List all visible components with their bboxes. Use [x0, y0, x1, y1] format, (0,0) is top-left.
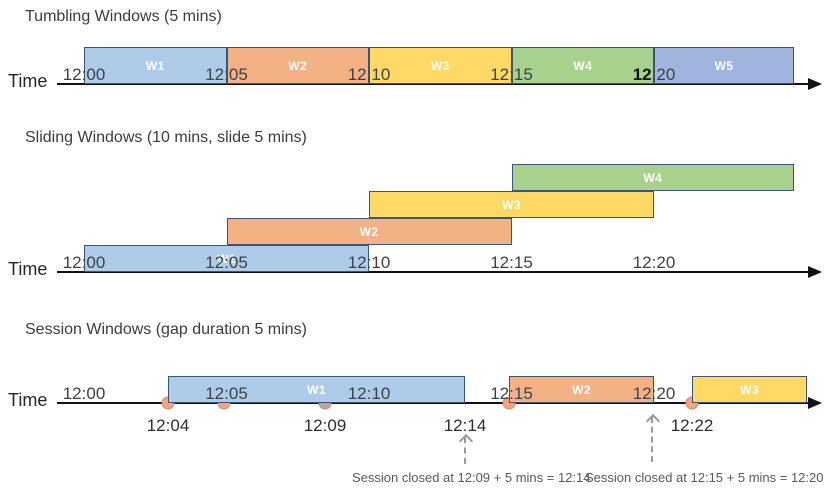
- window-label: W4: [643, 170, 663, 185]
- session-closed-callout-arrow: [458, 433, 474, 464]
- window-label: W2: [572, 382, 591, 397]
- window-box-w4: W4: [511, 47, 654, 84]
- window-box-w3: W3: [369, 47, 512, 84]
- timeline-arrowhead-icon: [808, 78, 822, 90]
- window-box-w2: W2: [226, 218, 512, 245]
- window-box-w1: W1: [84, 47, 227, 84]
- event-time-label: 12:09: [303, 416, 347, 435]
- timeline-axis: [57, 83, 808, 85]
- session-closed-note: Session closed at 12:09 + 5 mins = 12:14: [352, 470, 591, 485]
- tick-label: 12:20: [632, 65, 676, 84]
- tick-label: 12:00: [62, 65, 106, 84]
- window-label: W1: [307, 382, 326, 397]
- session-closed-note: Session closed at 12:15 + 5 mins = 12:20: [585, 470, 824, 485]
- window-box-w2: W2: [226, 47, 369, 84]
- tumbling-windows-title: Tumbling Windows (5 mins): [25, 8, 222, 25]
- tick-label: 12:10: [347, 65, 391, 84]
- timeline-arrowhead-icon: [808, 266, 822, 278]
- timeline-arrowhead-icon: [808, 397, 822, 409]
- tick-label: 12:20: [632, 253, 676, 272]
- time-axis-label-tumbling: Time: [8, 71, 48, 91]
- tick-label: 12:05: [205, 253, 248, 272]
- time-axis-label-session: Time: [8, 390, 48, 410]
- window-label: W3: [502, 197, 521, 212]
- tick-label: 12:05: [205, 65, 248, 84]
- window-label: W1: [217, 251, 236, 266]
- window-label: W4: [573, 58, 593, 73]
- window-label: W5: [714, 58, 734, 73]
- timeline-axis: [57, 271, 808, 273]
- window-box-w3: W3: [692, 376, 807, 403]
- window-label: W3: [430, 58, 450, 73]
- event-time-label: 12:14: [443, 416, 487, 435]
- window-box-w1: W1: [168, 376, 465, 403]
- tick-label: 12:15: [490, 253, 533, 272]
- session-windows-title: Session Windows (gap duration 5 mins): [25, 321, 307, 338]
- tick-label: 12:10: [347, 384, 391, 403]
- sliding-windows-title: Sliding Windows (10 mins, slide 5 mins): [25, 129, 307, 146]
- up-arrowhead-icon: [458, 433, 474, 449]
- tick-label: 12:10: [347, 253, 391, 272]
- window-box-w2: W2: [509, 376, 654, 403]
- window-box-w3: W3: [369, 191, 654, 218]
- tick-label: 12:20: [632, 384, 676, 403]
- tick-label: 12:05: [205, 384, 248, 403]
- time-axis-label-sliding: Time: [8, 259, 48, 279]
- event-time-label: 12:04: [146, 416, 190, 435]
- timeline-axis: [57, 402, 808, 404]
- tick-label: 12:00: [62, 253, 106, 272]
- window-box-w1: W1: [84, 245, 369, 272]
- window-box-w5: W5: [654, 47, 794, 84]
- tick-label: 12:15: [490, 65, 533, 84]
- window-label: W2: [359, 224, 379, 239]
- window-label: W3: [740, 382, 759, 397]
- tick-label: 12:15: [490, 384, 533, 403]
- event-time-label: 12:22: [670, 416, 714, 435]
- tick-label: 12:00: [62, 384, 106, 403]
- window-label: W2: [288, 58, 308, 73]
- session-closed-callout-arrow: [645, 413, 661, 462]
- window-box-w4: W4: [511, 164, 794, 191]
- up-arrowhead-icon: [645, 413, 661, 429]
- window-label: W1: [145, 58, 165, 73]
